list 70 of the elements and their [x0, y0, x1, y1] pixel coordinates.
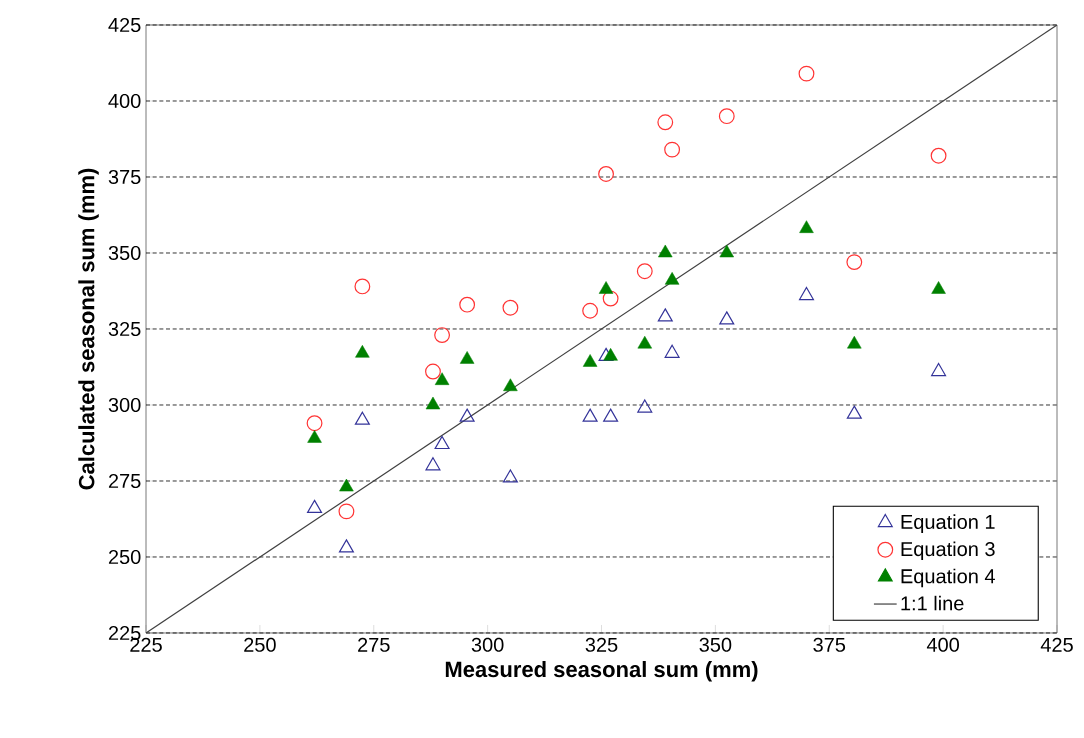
point [425, 457, 441, 471]
point [425, 363, 441, 380]
y-tick-label: 275 [108, 473, 141, 489]
point [657, 114, 674, 131]
point [598, 166, 614, 182]
x-tick-label: 400 [926, 637, 960, 652]
point [425, 396, 441, 410]
point [582, 408, 598, 422]
point [307, 430, 322, 443]
point [459, 351, 475, 364]
y-tick-label: 425 [108, 17, 141, 33]
point [637, 335, 652, 349]
point [354, 411, 370, 425]
x-tick-label: 300 [471, 637, 504, 652]
point [718, 108, 735, 125]
point [719, 311, 735, 325]
y-tick-label: 400 [108, 93, 141, 109]
point [657, 308, 673, 322]
point [846, 405, 862, 419]
point [502, 469, 518, 483]
point [603, 408, 619, 422]
point [602, 290, 619, 307]
point [931, 362, 947, 377]
point [603, 348, 618, 361]
legend-label: Equation 3 [901, 541, 995, 561]
y-tick-label: 325 [108, 321, 141, 337]
point [459, 408, 475, 422]
point [582, 302, 599, 319]
x-tick-label: 250 [244, 637, 276, 652]
point [799, 220, 814, 233]
legend-label: Equation 4 [901, 568, 995, 588]
point [931, 281, 946, 294]
point [664, 141, 681, 158]
point [307, 499, 323, 513]
y-tick-label: 250 [108, 549, 141, 565]
x-tick-label: 425 [1040, 637, 1073, 652]
point [459, 296, 476, 313]
point [798, 65, 815, 82]
point [582, 354, 598, 367]
point [798, 286, 815, 301]
y-tick-label: 300 [108, 397, 141, 413]
point [846, 254, 863, 271]
point [719, 244, 734, 258]
legend-label: 1:1 line [901, 595, 964, 611]
point [355, 345, 370, 358]
x-tick-label: 275 [358, 637, 390, 652]
point [636, 263, 653, 280]
y-tick-label: 375 [108, 169, 141, 185]
point [434, 435, 450, 450]
point [502, 299, 519, 316]
point [664, 344, 680, 358]
point [354, 278, 371, 295]
x-tick-label: 325 [585, 637, 618, 652]
point [338, 539, 354, 553]
point [658, 244, 673, 258]
point [434, 327, 451, 343]
point [434, 372, 450, 385]
legend-label: Equation 1 [901, 514, 995, 533]
x-tick-label: 350 [699, 637, 732, 652]
point [930, 147, 947, 164]
x-axis-title: Measured seasonal sum (mm) [445, 661, 758, 682]
y-axis-title: Calculated seasonal sum (mm) [78, 168, 99, 490]
point [339, 478, 354, 492]
point [637, 399, 653, 413]
point [598, 281, 614, 294]
point [664, 272, 680, 285]
point [847, 335, 862, 349]
y-tick-label: 350 [108, 245, 141, 261]
point [503, 378, 518, 392]
x-tick-label: 375 [813, 637, 846, 652]
